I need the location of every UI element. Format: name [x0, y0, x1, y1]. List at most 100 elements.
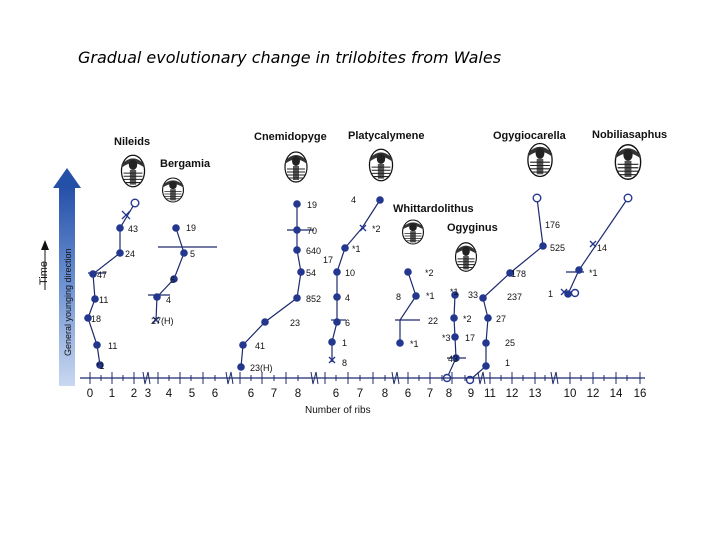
- tick-label: 7: [427, 388, 433, 400]
- point-label: 24: [125, 249, 135, 259]
- point-label: 17: [323, 255, 333, 265]
- tick-label: 10: [564, 388, 577, 400]
- genus-label-whittardolithus: Whittardolithus: [393, 203, 474, 215]
- point-label: 19: [307, 200, 317, 210]
- tick-label: 5: [189, 388, 195, 400]
- tick-label: 6: [333, 388, 339, 400]
- point-label: *1: [589, 268, 598, 278]
- point-label: 8: [342, 358, 347, 368]
- point-label: 70: [307, 226, 317, 236]
- x-axis-tick-labels: 0 1 2 3 4 5 6 6 7 8 6 7 8 6 7 8 9 11 12 …: [87, 388, 647, 400]
- point-label: 47: [97, 270, 107, 280]
- tick-label: 7: [357, 388, 363, 400]
- genus-label-platycalymene: Platycalymene: [348, 130, 424, 142]
- point-label: 525: [550, 243, 565, 253]
- x-axis-label: Number of ribs: [305, 405, 371, 416]
- point-label: *2: [425, 268, 434, 278]
- point-label: *1: [450, 287, 459, 297]
- genus-label-ogygiocarella: Ogygiocarella: [493, 130, 567, 142]
- tick-label: 2: [131, 388, 137, 400]
- genus-label-cnemidopyge: Cnemidopyge: [254, 131, 327, 143]
- tick-label: 14: [610, 388, 623, 400]
- point-label: 8: [396, 292, 401, 302]
- tick-label: 8: [446, 388, 452, 400]
- point-label: 27: [496, 314, 506, 324]
- point-label: *1: [352, 244, 361, 254]
- point-label: 10: [345, 268, 355, 278]
- point-labels: 43 24 47 11 18 11 *1 19 5 6 4 27(H) 19 7…: [91, 195, 607, 373]
- point-label: 178: [511, 269, 526, 279]
- trilobite-icon: [120, 154, 146, 188]
- trilobite-icon: [284, 151, 308, 183]
- point-label: 852: [306, 294, 321, 304]
- point-label: 43: [448, 354, 458, 364]
- trilobite-icon: [401, 219, 425, 245]
- tick-label: 1: [109, 388, 115, 400]
- point-label: 22: [428, 316, 438, 326]
- point-label: 4: [351, 195, 356, 205]
- tick-label: 8: [295, 388, 301, 400]
- point-label: 54: [306, 268, 316, 278]
- tick-label: 6: [248, 388, 254, 400]
- slide-title: Gradual evolutionary change in trilobite…: [78, 48, 502, 67]
- point-label: 18: [91, 314, 101, 324]
- point-label: 1: [342, 338, 347, 348]
- point-label: 41: [255, 341, 265, 351]
- point-label: *1: [426, 291, 435, 301]
- tick-label: 3: [145, 388, 151, 400]
- fossil-sample-points: [84, 196, 583, 371]
- genus-label-bergamia: Bergamia: [160, 158, 211, 170]
- trilobite-icon: [161, 177, 185, 203]
- x-axis-ticks: [89, 372, 641, 384]
- point-label: *2: [372, 224, 381, 234]
- tick-label: 12: [506, 388, 519, 400]
- point-label: 19: [186, 223, 196, 233]
- tick-label: 0: [87, 388, 93, 400]
- point-label: 6: [170, 275, 175, 285]
- point-label: 640: [306, 246, 321, 256]
- trilobite-icon: [614, 144, 642, 180]
- point-label: 6: [345, 318, 350, 328]
- time-label: Time: [38, 261, 50, 285]
- point-label: 176: [545, 220, 560, 230]
- genus-label-ogyginus: Ogyginus: [447, 222, 498, 234]
- younging-direction-arrow: General younging direction: [53, 168, 81, 386]
- tick-label: 11: [484, 388, 496, 400]
- point-label: 4: [166, 295, 171, 305]
- point-label: *1: [410, 339, 419, 349]
- time-arrow: Time: [38, 240, 50, 290]
- trilobite-icon: [454, 242, 478, 272]
- point-label: 14: [597, 243, 607, 253]
- point-label: 27(H): [151, 316, 174, 326]
- younging-direction-label: General younging direction: [63, 248, 73, 356]
- point-label: *2: [463, 314, 472, 324]
- point-label: *3: [442, 333, 451, 343]
- tick-label: 4: [166, 388, 173, 400]
- trilobite-icon: [527, 142, 553, 178]
- trilobite-icon: [368, 148, 394, 182]
- genus-label-nileids: Nileids: [114, 136, 150, 148]
- tick-label: 13: [529, 388, 542, 400]
- tick-label: 9: [468, 388, 474, 400]
- tick-label: 6: [212, 388, 218, 400]
- point-label: 17: [465, 333, 475, 343]
- x-axis: [80, 371, 645, 385]
- point-label: 25: [505, 338, 515, 348]
- point-label: 237: [507, 292, 522, 302]
- tick-label: 16: [634, 388, 647, 400]
- tick-label: 6: [405, 388, 411, 400]
- point-label: *1: [96, 361, 105, 371]
- x-sample-markers: [121, 210, 597, 364]
- point-label: 11: [108, 341, 117, 351]
- point-label: 23: [290, 318, 300, 328]
- tick-label: 8: [382, 388, 388, 400]
- point-label: 1: [505, 358, 510, 368]
- genus-label-nobiliasaphus: Nobiliasaphus: [592, 129, 667, 141]
- point-label: 33: [468, 290, 478, 300]
- point-label: 1: [548, 289, 553, 299]
- point-label: 43: [128, 224, 138, 234]
- point-label: 11: [99, 295, 108, 305]
- tick-label: 12: [587, 388, 600, 400]
- point-label: 23(H): [250, 363, 273, 373]
